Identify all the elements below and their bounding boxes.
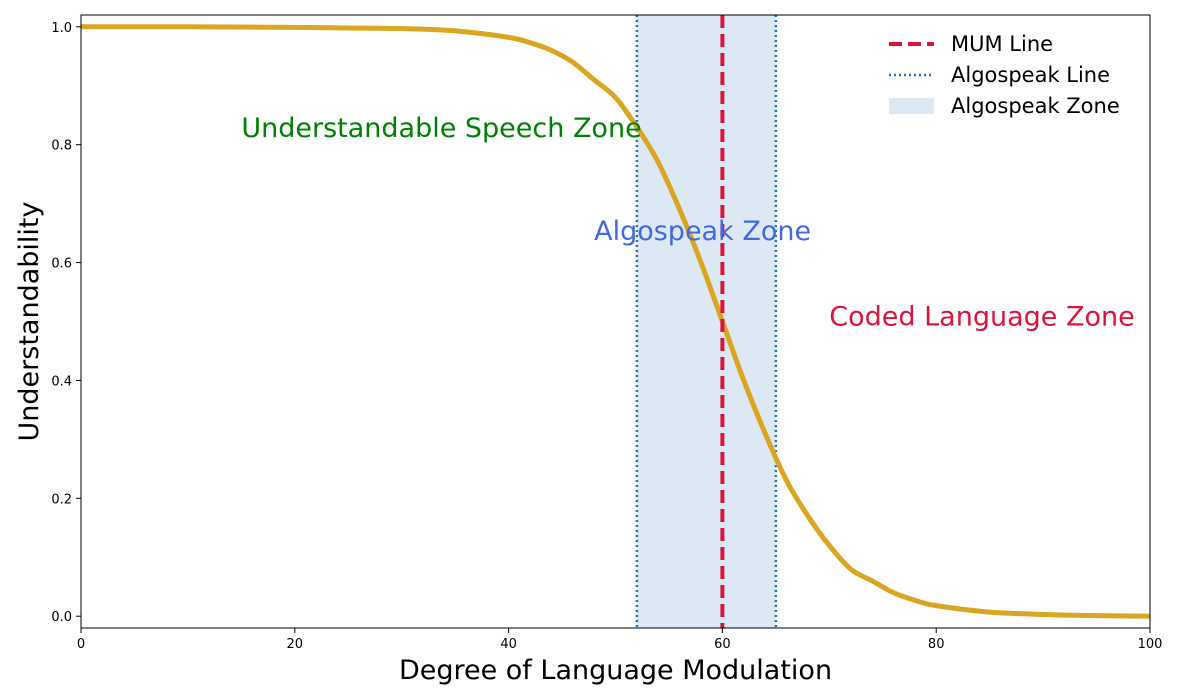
- x-axis-title: Degree of Language Modulation: [399, 655, 832, 686]
- y-tick-label: 0.4: [51, 374, 72, 389]
- understandable-speech-zone-label: Understandable Speech Zone: [241, 113, 641, 144]
- legend: MUM Line Algospeak Line Algospeak Zone: [889, 32, 1120, 118]
- x-tick-label: 60: [714, 637, 731, 652]
- x-tick-label: 80: [928, 637, 945, 652]
- algospeak-zone-band: [636, 15, 776, 628]
- legend-swatch-patch: [889, 98, 934, 114]
- plot-frame: [80, 14, 1151, 629]
- legend-entry-algospeak-zone: Algospeak Zone: [889, 94, 1120, 118]
- y-tick-label: 0.6: [51, 257, 72, 272]
- algospeak-zone-layer: [636, 15, 776, 628]
- x-tick-label: 100: [1138, 637, 1163, 652]
- y-tick-label: 0.0: [51, 610, 72, 625]
- legend-entry-algospeak-line: Algospeak Line: [889, 63, 1110, 87]
- annotation-layer: Understandable Speech Zone Algospeak Zone…: [241, 113, 1134, 333]
- curve-layer: [80, 15, 1151, 628]
- y-axis-title: Understandability: [14, 202, 45, 442]
- legend-label: Algospeak Line: [951, 63, 1110, 87]
- coded-language-zone-label: Coded Language Zone: [829, 302, 1134, 333]
- tick-layer: 0 20 40 60 80 100 0.0 0.2 0.4 0.6 0.8 1.0: [51, 21, 1162, 652]
- x-tick-label: 0: [77, 637, 85, 652]
- legend-entry-mum-line: MUM Line: [889, 32, 1053, 56]
- legend-label: Algospeak Zone: [951, 94, 1120, 118]
- understandability-curve: [80, 24, 1151, 619]
- y-tick-label: 1.0: [51, 21, 72, 36]
- legend-label: MUM Line: [951, 32, 1053, 56]
- x-tick-label: 40: [500, 637, 517, 652]
- y-tick-label: 0.8: [51, 139, 72, 154]
- algospeak-zone-label: Algospeak Zone: [594, 216, 811, 247]
- vertical-lines-layer: [635, 15, 778, 628]
- y-tick-label: 0.2: [51, 492, 72, 507]
- x-tick-label: 20: [287, 637, 304, 652]
